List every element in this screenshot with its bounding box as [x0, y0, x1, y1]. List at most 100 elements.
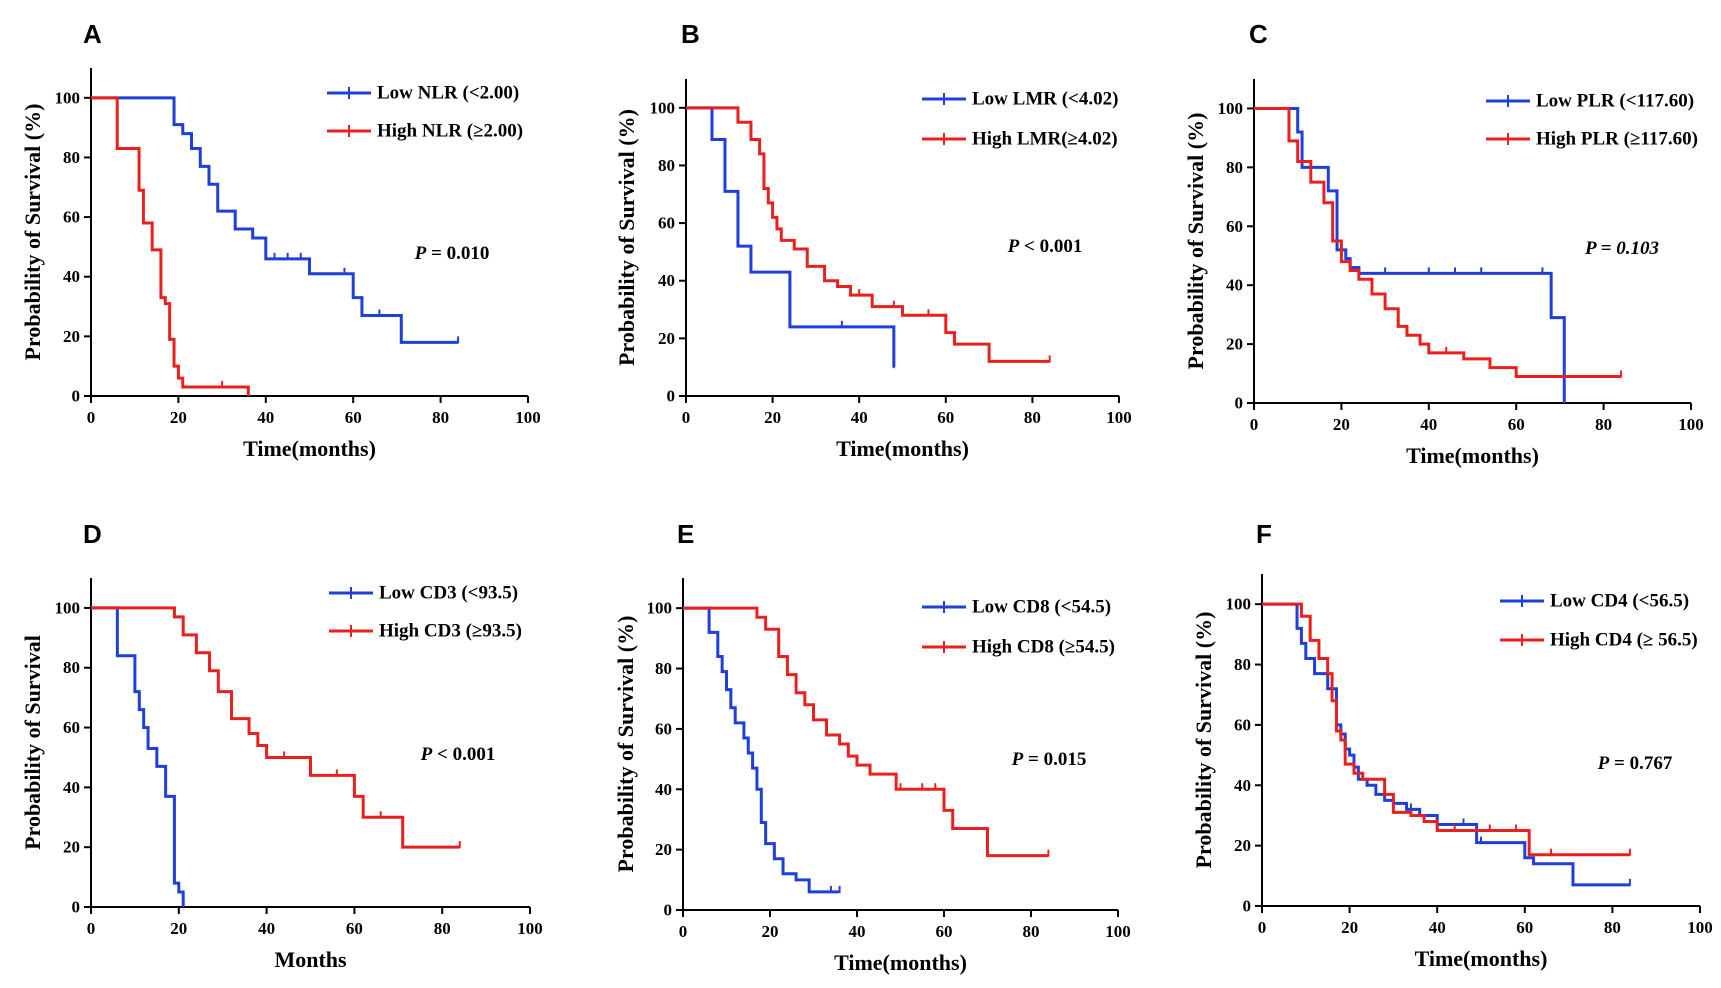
y-tick-label: 100: [1226, 595, 1252, 614]
y-tick-label: 0: [664, 901, 673, 920]
y-tick-label: 0: [72, 898, 81, 917]
p-value-text: = 0.010: [426, 243, 489, 264]
series-line-low: [1254, 106, 1566, 403]
y-tick-label: 60: [63, 718, 80, 737]
y-tick-label: 0: [1243, 897, 1252, 916]
y-axis-label: Probability of Survival (%): [613, 616, 638, 873]
y-tick-label: 100: [55, 598, 81, 617]
p-symbol: P: [1011, 749, 1024, 770]
y-tick-label: 20: [63, 327, 80, 346]
p-value-text: = 0.015: [1023, 749, 1086, 770]
y-tick-label: 60: [1226, 217, 1243, 236]
x-tick-label: 0: [1250, 415, 1259, 434]
x-axis-label: Time(months): [243, 436, 376, 461]
p-symbol: P: [420, 744, 433, 765]
y-tick-label: 60: [1234, 715, 1251, 734]
p-value-text: < 0.001: [432, 744, 495, 765]
y-tick-label: 100: [650, 98, 676, 117]
x-tick-label: 80: [1604, 918, 1621, 937]
p-value-text: < 0.001: [1019, 236, 1082, 257]
legend-label: Low PLR (<117.60): [1536, 91, 1694, 112]
y-tick-label: 60: [658, 214, 675, 233]
p-symbol: P: [1584, 238, 1597, 259]
series-line-low: [91, 606, 185, 907]
x-axis-label: Time(months): [1406, 443, 1539, 468]
legend-label: Low LMR (<4.02): [972, 89, 1118, 110]
x-tick-label: 0: [682, 408, 691, 427]
p-value-label: P = 0.015: [1011, 749, 1087, 770]
panel-d: D 0 20 40 60 80 100 0 20 40 60 80 100 Months Probabili…: [20, 519, 543, 972]
x-tick-label: 80: [432, 408, 449, 427]
x-tick-label: 20: [1333, 415, 1350, 434]
y-tick-label: 100: [647, 599, 673, 618]
p-symbol: P: [1597, 753, 1610, 774]
series-line-high: [1262, 602, 1630, 857]
legend-label: Low CD3 (<93.5): [379, 583, 518, 604]
legend-label: Low NLR (<2.00): [377, 83, 519, 104]
x-axis-label: Months: [274, 947, 347, 972]
x-tick-label: 60: [1508, 415, 1525, 434]
x-tick-label: 20: [1341, 918, 1358, 937]
legend-label: High LMR(≥4.02): [972, 129, 1118, 150]
x-tick-label: 100: [1106, 408, 1132, 427]
panel-b: B 0 20 40 60 80 100 0 20 40 60 80 100 Time(months) Pro…: [614, 19, 1132, 461]
p-value-label: P < 0.001: [420, 744, 496, 765]
x-tick-label: 60: [346, 919, 363, 938]
panel-letter: D: [83, 519, 102, 549]
legend-label: High NLR (≥2.00): [377, 121, 523, 142]
panel-letter: F: [1256, 519, 1272, 549]
x-tick-label: 40: [851, 408, 868, 427]
y-tick-label: 20: [658, 329, 675, 348]
x-tick-label: 60: [345, 408, 362, 427]
x-tick-label: 40: [1429, 918, 1446, 937]
y-axis-label: Probability of Survival (%): [1191, 612, 1216, 869]
y-tick-label: 80: [1234, 655, 1251, 674]
p-value-text: = 0.103: [1596, 238, 1659, 259]
y-tick-label: 40: [63, 267, 80, 286]
x-tick-label: 20: [170, 408, 187, 427]
x-tick-label: 80: [434, 919, 451, 938]
y-tick-label: 0: [1235, 394, 1244, 413]
y-tick-label: 100: [55, 88, 81, 107]
x-tick-label: 100: [1687, 918, 1713, 937]
y-tick-label: 40: [1226, 276, 1243, 295]
y-tick-label: 40: [1234, 776, 1251, 795]
x-tick-label: 80: [1595, 415, 1612, 434]
x-tick-label: 0: [87, 919, 96, 938]
legend-label: Low CD8 (<54.5): [972, 597, 1111, 618]
y-tick-label: 80: [658, 156, 675, 175]
y-tick-label: 40: [63, 778, 80, 797]
y-tick-label: 80: [655, 659, 672, 678]
p-value-label: P = 0.010: [414, 243, 490, 264]
x-tick-label: 40: [258, 919, 275, 938]
x-tick-label: 100: [515, 408, 541, 427]
x-tick-label: 80: [1023, 922, 1040, 941]
x-tick-label: 60: [936, 922, 953, 941]
x-axis-label: Time(months): [1415, 946, 1548, 971]
y-axis-label: Probability of Survival: [20, 635, 45, 850]
x-tick-label: 100: [517, 919, 543, 938]
x-axis-label: Time(months): [834, 950, 967, 975]
series-line-high: [91, 96, 250, 396]
y-axis-label: Probability of Survival (%): [1183, 113, 1208, 370]
y-tick-label: 60: [63, 208, 80, 227]
x-tick-label: 40: [1420, 415, 1437, 434]
series-line-low: [683, 606, 840, 894]
panel-e: E 0 20 40 60 80 100 0 20 40 60 80 100 Time(months) Pro…: [613, 519, 1131, 975]
y-tick-label: 40: [655, 780, 672, 799]
panel-f: F 0 20 40 60 80 100 0 20 40 60 80 100 Time(months) Pro…: [1191, 519, 1713, 971]
y-tick-label: 20: [63, 838, 80, 857]
y-tick-label: 0: [72, 387, 81, 406]
x-tick-label: 80: [1024, 408, 1041, 427]
p-value-text: = 0.767: [1609, 753, 1673, 774]
y-axis-label: Probability of Survival (%): [20, 104, 45, 361]
x-tick-label: 40: [849, 922, 866, 941]
y-axis-label: Probability of Survival (%): [614, 109, 639, 366]
x-tick-label: 60: [937, 408, 954, 427]
x-tick-label: 100: [1678, 415, 1704, 434]
y-tick-label: 80: [1226, 158, 1243, 177]
y-tick-label: 0: [667, 387, 676, 406]
panel-a: A 0 20 40 60 80 100 0 20 40 60 80 100 Time(months) Pro…: [20, 19, 541, 461]
panel-letter: A: [83, 19, 102, 49]
